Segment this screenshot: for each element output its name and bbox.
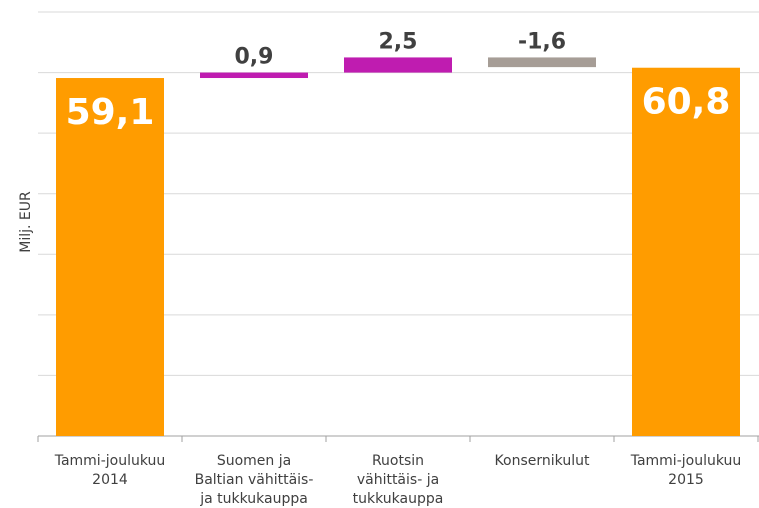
bar: [632, 67, 740, 437]
data-label: 59,1: [66, 92, 155, 133]
x-tick-label-line: Tammi-joulukuu: [630, 453, 742, 469]
x-tick-label-line: vähittäis- ja: [357, 472, 439, 488]
bar: [56, 78, 164, 436]
x-tick-label: Tammi-joulukuu 2015: [630, 453, 742, 488]
bar: [488, 57, 596, 68]
x-tick-label-line: Baltian vähittäis-: [195, 472, 314, 488]
x-tick-label-line: Konsernikulut: [495, 453, 590, 469]
bar: [200, 72, 308, 79]
x-tick-label: Konsernikulut: [495, 453, 590, 469]
data-label: 60,8: [642, 82, 731, 123]
x-tick-label-line: Suomen ja: [217, 453, 291, 469]
x-tick-label-line: Tammi-joulukuu: [54, 453, 166, 469]
x-tick-label-line: Ruotsin: [372, 453, 424, 469]
data-label: 0,9: [235, 45, 274, 70]
data-label: -1,6: [518, 29, 566, 54]
x-tick-label: Ruotsin vähittäis- ja tukkukauppa: [353, 453, 444, 507]
x-tick-label-line: tukkukauppa: [353, 491, 444, 507]
x-tick-label-line: 2014: [92, 472, 128, 488]
x-tick-label-line: ja tukkukauppa: [199, 491, 308, 507]
y-axis-label: Milj. EUR: [18, 191, 34, 253]
bar: [344, 57, 452, 73]
x-tick-label: Suomen ja Baltian vähittäis-ja tukkukaupp…: [195, 453, 314, 507]
x-tick-label: Tammi-joulukuu 2014: [54, 453, 166, 488]
data-label: 2,5: [379, 29, 418, 54]
x-tick-label-line: 2015: [668, 472, 704, 488]
